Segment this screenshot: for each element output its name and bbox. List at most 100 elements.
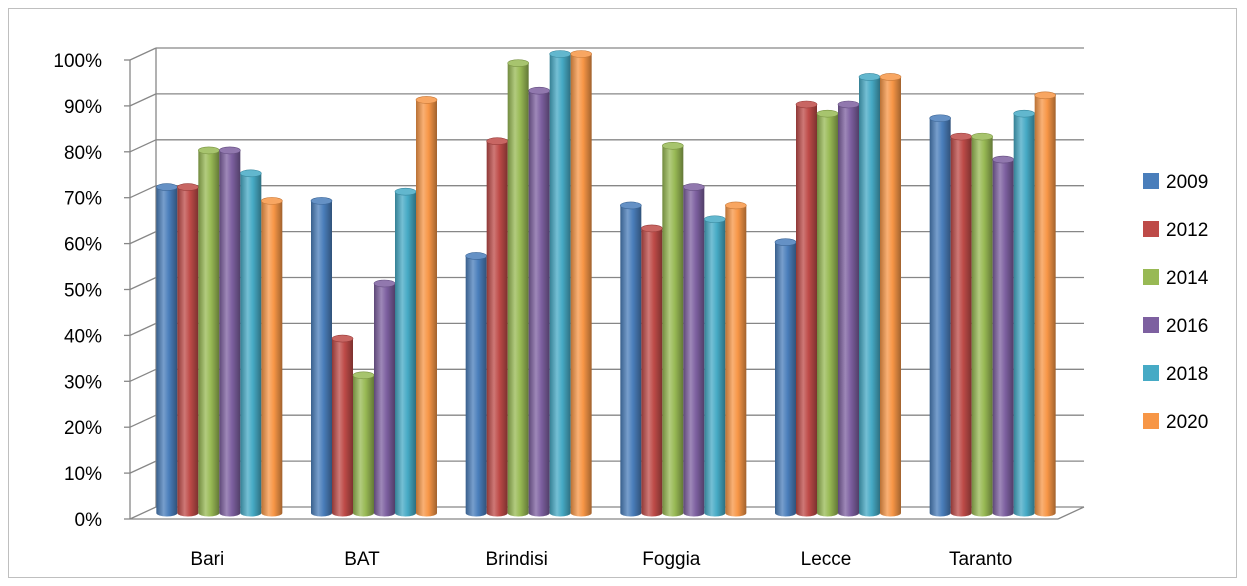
legend-label: 2009 xyxy=(1166,172,1208,193)
y-tick-label: 30% xyxy=(64,372,102,393)
bar-top xyxy=(858,73,881,81)
bar-top xyxy=(373,279,396,288)
bar-foggia-2012 xyxy=(641,224,663,517)
bar-body xyxy=(880,76,901,517)
bar-lecce-2018 xyxy=(858,73,881,517)
bar-top xyxy=(971,132,993,141)
bar-bari-2009 xyxy=(156,183,178,517)
floor-right-edge xyxy=(1057,506,1085,520)
legend-swatch xyxy=(1143,365,1159,381)
bar-top xyxy=(415,96,438,104)
bar-body xyxy=(353,375,374,517)
legend-swatch xyxy=(1143,269,1159,285)
bar-brindisi-2014 xyxy=(507,59,529,517)
bar-body xyxy=(641,228,663,517)
legend-swatch xyxy=(1143,413,1159,429)
x-category-label: Foggia xyxy=(642,549,701,570)
bar-top xyxy=(570,50,592,58)
bar-body xyxy=(817,113,838,517)
bar-bat-2016 xyxy=(373,279,396,517)
bar-bat-2014 xyxy=(352,371,375,517)
bar-body xyxy=(261,200,283,517)
bar-foggia-2014 xyxy=(662,142,684,517)
bar-foggia-2018 xyxy=(704,215,726,517)
bar-body xyxy=(662,145,684,517)
bar-taranto-2012 xyxy=(950,132,972,517)
bar-bari-2012 xyxy=(177,183,199,517)
y-tick-label: 90% xyxy=(64,97,102,118)
bar-top xyxy=(641,224,663,233)
x-category-label: Brindisi xyxy=(486,549,548,570)
bar-body xyxy=(1034,95,1056,517)
bar-top xyxy=(725,201,747,210)
bar-top xyxy=(1034,91,1056,100)
bar-taranto-2014 xyxy=(971,132,993,517)
bar-taranto-2016 xyxy=(992,155,1014,517)
bar-bat-2012 xyxy=(331,334,354,517)
bar-foggia-2009 xyxy=(620,201,642,517)
bar-top xyxy=(261,197,283,205)
gridline-side xyxy=(129,231,157,245)
gridline-side xyxy=(129,368,157,382)
bar-body xyxy=(929,118,951,517)
bar-taranto-2018 xyxy=(1013,109,1035,517)
x-category-label: Lecce xyxy=(801,549,852,570)
legend: 2009 2012 2014 2016 2018 2020 xyxy=(1143,172,1209,433)
gridline-side xyxy=(129,47,157,61)
legend-label: 2016 xyxy=(1166,316,1208,337)
bar-top xyxy=(620,201,642,210)
bar-brindisi-2016 xyxy=(528,86,550,517)
bar-body xyxy=(725,205,747,517)
bar-body xyxy=(683,187,705,517)
bar-brindisi-2009 xyxy=(465,252,487,517)
y-tick-label: 100% xyxy=(53,51,102,72)
y-tick-label: 10% xyxy=(64,464,102,485)
gridline-side xyxy=(129,185,157,199)
bar-bari-2014 xyxy=(198,146,220,517)
y-tick-label: 60% xyxy=(64,235,102,256)
bar-top xyxy=(704,215,726,224)
legend-swatch xyxy=(1143,173,1159,189)
bar-taranto-2009 xyxy=(929,114,951,517)
bar-brindisi-2018 xyxy=(549,50,571,517)
bar-body xyxy=(332,338,353,517)
bar-top xyxy=(486,137,508,146)
bar-top xyxy=(795,100,818,109)
y-tick-label: 80% xyxy=(64,143,102,164)
gridline-side xyxy=(129,139,157,153)
bar-body xyxy=(570,54,592,517)
bar-top xyxy=(219,146,241,155)
bar-body xyxy=(416,99,437,517)
bar-brindisi-2012 xyxy=(486,137,508,517)
bar-body xyxy=(971,136,993,517)
gridline-side xyxy=(129,414,157,428)
bar-foggia-2016 xyxy=(683,183,705,517)
bar-body xyxy=(992,159,1014,517)
bar-body xyxy=(1013,113,1035,517)
bar-lecce-2012 xyxy=(795,100,818,517)
bar-lecce-2014 xyxy=(816,109,839,517)
bar-top xyxy=(156,183,178,191)
bar-body xyxy=(704,219,726,517)
bar-taranto-2020 xyxy=(1034,91,1056,517)
bar-body xyxy=(311,200,332,517)
bar-bat-2018 xyxy=(394,187,417,517)
bar-lecce-2009 xyxy=(774,238,797,517)
bar-top xyxy=(774,238,797,246)
bar-top xyxy=(177,183,199,191)
bars xyxy=(156,50,1056,517)
bar-bat-2009 xyxy=(310,197,333,517)
legend-label: 2012 xyxy=(1166,220,1208,241)
x-category-label: BAT xyxy=(344,549,380,570)
x-category-label: Bari xyxy=(190,549,224,570)
bar-top xyxy=(465,252,487,260)
bar-top xyxy=(394,187,417,196)
bar-body xyxy=(507,63,529,517)
bar-body xyxy=(859,76,880,517)
axis-labels: 0% 10% 20% 30% 40% 50% 60% 70% 80% 90% 100% Bari BAT… xyxy=(53,51,1012,570)
bar-body xyxy=(156,187,178,517)
bar-body xyxy=(374,283,395,517)
bar-bat-2020 xyxy=(415,96,438,517)
bar-top xyxy=(352,371,375,380)
bar-top xyxy=(816,109,839,118)
